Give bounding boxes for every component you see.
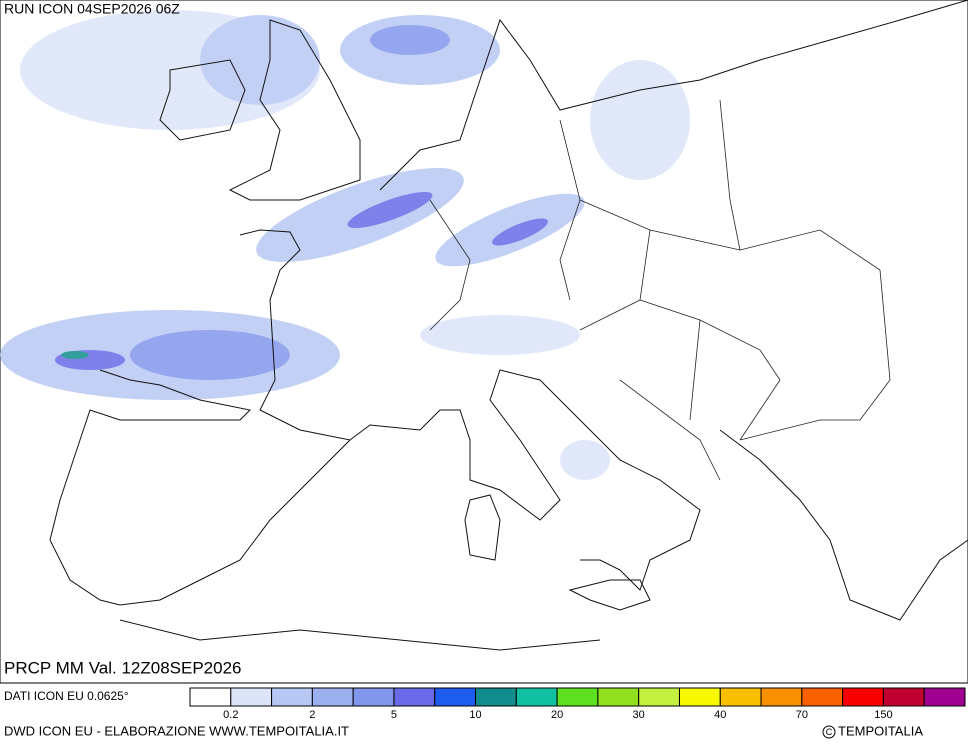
colorbar-label: 70	[796, 709, 808, 721]
coastline	[228, 19, 361, 201]
colorbar-swatch	[638, 687, 680, 707]
colorbar-swatch	[801, 687, 844, 707]
colorbar-swatch	[760, 687, 803, 707]
colorbar-label: 150	[874, 709, 892, 721]
run-label: RUN ICON 04SEP2026 06Z	[4, 1, 180, 17]
coastline	[568, 579, 651, 611]
colorbar-swatch	[475, 687, 517, 707]
coastline	[464, 494, 501, 561]
coastline	[379, 0, 968, 191]
coastline	[49, 369, 351, 606]
coastline	[719, 429, 968, 621]
colorbar-swatch	[311, 687, 354, 707]
copyright-icon	[822, 725, 836, 739]
coastline	[159, 59, 246, 141]
copyright: TEMPOITALIA	[838, 723, 923, 738]
colorbar-swatch	[271, 687, 313, 707]
colorbar-swatch	[719, 687, 762, 707]
colorbar-label: 40	[714, 709, 726, 721]
country-border	[429, 99, 891, 481]
credit: DWD ICON EU - ELABORAZIONE WWW.TEMPOITAL…	[4, 723, 349, 738]
colorbar-label: 20	[551, 709, 563, 721]
colorbar-swatch	[678, 687, 721, 707]
colorbar-swatch	[393, 687, 436, 707]
map	[0, 0, 968, 684]
colorbar-label: 5	[391, 709, 397, 721]
colorbar: 0.2 2 5 10 20 30 40 70 150	[189, 687, 966, 721]
colorbar-swatch	[515, 687, 558, 707]
copyright-icon-letter: C	[826, 727, 833, 737]
coastline	[239, 229, 701, 591]
map-caption: PRCP MM Val. 12Z08SEP2026	[4, 658, 242, 677]
precipitation	[0, 10, 690, 480]
colorbar-swatch	[556, 687, 599, 707]
colorbar-label: 0.2	[223, 709, 238, 721]
colorbar-swatch	[189, 687, 232, 707]
colorbar-label: 10	[469, 709, 481, 721]
colorbar-swatch	[352, 687, 395, 707]
coastline	[119, 619, 601, 651]
colorbar-swatch	[842, 687, 884, 707]
colorbar-swatch	[230, 687, 273, 707]
colorbar-swatch	[434, 687, 477, 707]
colorbar-swatch	[597, 687, 640, 707]
colorbar-swatch	[923, 687, 966, 707]
colorbar-label: 30	[633, 709, 645, 721]
colorbar-swatch	[882, 687, 925, 707]
source-label: DATI ICON EU 0.0625°	[4, 689, 129, 703]
colorbar-label: 2	[309, 709, 315, 721]
